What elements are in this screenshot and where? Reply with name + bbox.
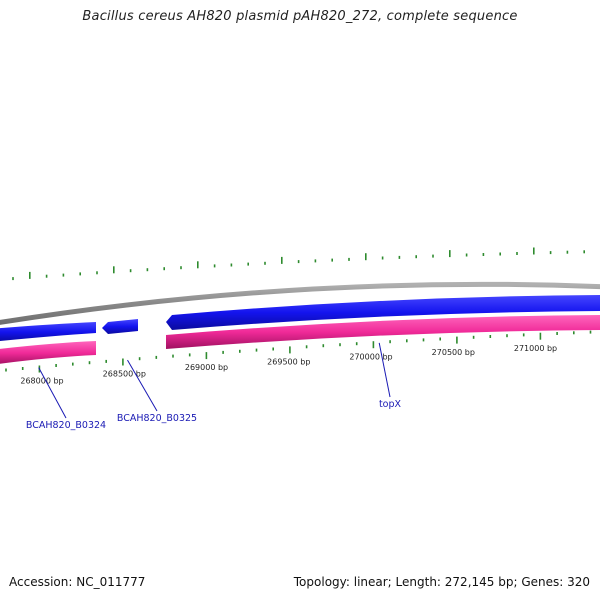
position-ticks-upper [12, 247, 586, 281]
gene-leader-line [38, 367, 67, 419]
reverse-strand-segment-left [0, 341, 96, 364]
scale-label: 268000 bp [20, 376, 63, 385]
position-ticks-lower [5, 330, 592, 373]
gene-label: BCAH820_B0324 [26, 420, 106, 431]
accession-label: Accession: NC_011777 [9, 575, 146, 589]
reverse-strand-segment-right [166, 315, 600, 349]
scale-label: 270500 bp [432, 348, 475, 357]
sequence-backbone [0, 281, 600, 325]
scale-label: 268500 bp [103, 369, 146, 378]
sequence-summary: Topology: linear; Length: 272,145 bp; Ge… [293, 575, 590, 589]
gene-arrow-bcah820-b0325 [102, 319, 138, 334]
gene-label: topX [379, 399, 402, 410]
scale-label: 269500 bp [267, 357, 310, 366]
gene-arrow-bcah820-b0324 [0, 322, 96, 342]
gene-leader-line [378, 342, 391, 398]
gene-leader-line [127, 359, 158, 412]
gene-labels: BCAH820_B0324 BCAH820_B0325 topX [26, 342, 402, 431]
scale-label: 270000 bp [349, 352, 392, 361]
scale-label: 271000 bp [514, 344, 557, 353]
position-scale-labels: 268000 bp 268500 bp 269000 bp 269500 bp 2700… [20, 344, 557, 385]
map-title: Bacillus cereus AH820 plasmid pAH820_272… [82, 9, 518, 24]
gene-label: BCAH820_B0325 [117, 413, 197, 424]
gene-arrow-topx [166, 295, 600, 330]
scale-label: 269000 bp [185, 363, 228, 372]
